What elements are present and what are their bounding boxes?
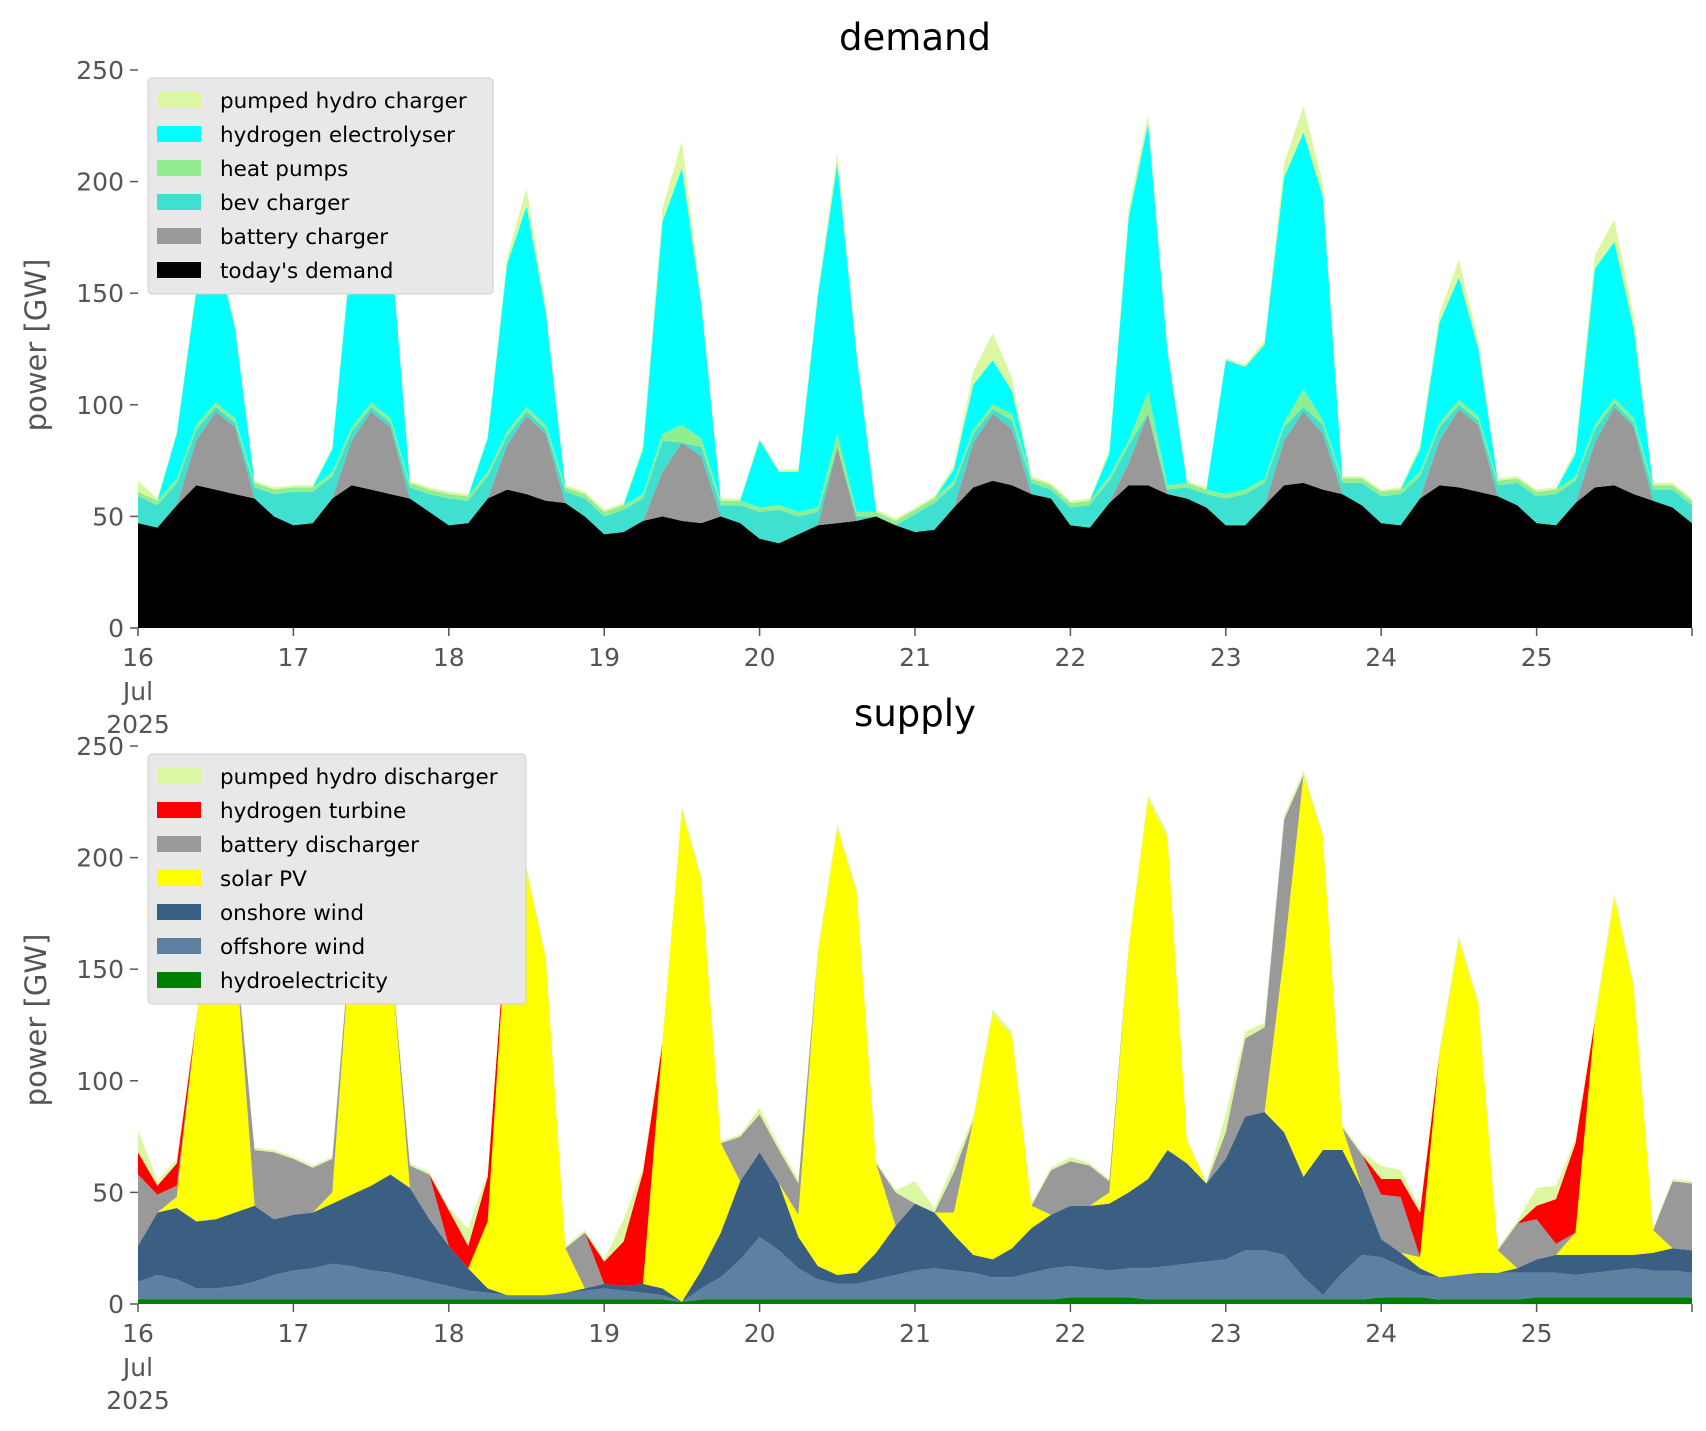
y-tick-label: 150 — [76, 279, 124, 308]
x-tick-sublabel: 2025 — [106, 1386, 170, 1415]
legend-entry: battery charger — [220, 225, 388, 250]
legend-entry: heat pumps — [220, 157, 348, 182]
demand-y-axis-label: power [GW] — [19, 259, 53, 432]
legend-swatch — [157, 194, 201, 210]
x-tick-label: 17 — [277, 1319, 309, 1348]
legend-entry: hydrogen electrolyser — [220, 123, 455, 148]
legend-entry: hydrogen turbine — [220, 799, 406, 824]
legend-swatch — [157, 870, 201, 886]
legend-entry: pumped hydro charger — [220, 89, 467, 114]
supply-legend: pumped hydro discharger hydrogen turbine b… — [147, 753, 527, 1005]
y-tick-label: 0 — [108, 614, 124, 643]
x-tick-label: 20 — [744, 643, 776, 672]
area-battery-discharger — [138, 775, 1692, 1289]
y-tick-label: 200 — [76, 168, 124, 197]
demand-legend: pumped hydro charger hydrogen electrolyse… — [147, 77, 494, 295]
area-hydroelectricity — [138, 1297, 1692, 1304]
x-tick-label: 23 — [1210, 1319, 1242, 1348]
area-battery-charger — [138, 407, 1692, 544]
y-tick-label: 150 — [76, 955, 124, 984]
area-hydrogen-electrolyser — [138, 123, 1692, 521]
y-tick-label: 100 — [76, 391, 124, 420]
x-tick-label: 21 — [899, 643, 931, 672]
legend-entry: today's demand — [220, 259, 393, 284]
legend-entry: offshore wind — [220, 935, 365, 960]
legend-swatch — [157, 972, 201, 988]
x-tick-label: 24 — [1365, 1319, 1397, 1348]
legend-swatch — [157, 228, 201, 244]
area-offshore-wind — [138, 1237, 1692, 1302]
x-tick-sublabel: 2025 — [106, 710, 170, 739]
x-tick-label: 24 — [1365, 643, 1397, 672]
legend-entry: hydroelectricity — [220, 969, 388, 994]
y-tick-label: 50 — [92, 502, 124, 531]
legend-box — [147, 753, 527, 1005]
x-tick-label: 23 — [1210, 643, 1242, 672]
area-today-s-demand — [138, 480, 1692, 628]
y-tick-label: 200 — [76, 844, 124, 873]
x-tick-label: 21 — [899, 1319, 931, 1348]
legend-swatch — [157, 904, 201, 920]
legend-swatch — [157, 802, 201, 818]
x-tick-label: 19 — [588, 643, 620, 672]
legend-entry: solar PV — [220, 867, 307, 892]
demand-panel: demand 0 50 100 150 200 250 16 17 18 19 20 21 22 23 24… — [19, 16, 1693, 739]
x-tick-label: 22 — [1054, 643, 1086, 672]
demand-stacked-areas — [138, 105, 1692, 628]
x-tick-label: 22 — [1054, 1319, 1086, 1348]
x-tick-label: 19 — [588, 1319, 620, 1348]
legend-swatch — [157, 938, 201, 954]
demand-title: demand — [839, 16, 991, 59]
x-tick-label: 20 — [744, 1319, 776, 1348]
legend-swatch — [157, 262, 201, 278]
legend-swatch — [157, 160, 201, 176]
x-tick-sublabel: Jul — [121, 677, 153, 706]
x-tick-sublabel: Jul — [121, 1353, 153, 1382]
x-tick-label: 16 — [122, 643, 154, 672]
y-tick-label: 50 — [92, 1178, 124, 1207]
legend-entry: pumped hydro discharger — [220, 765, 498, 790]
supply-panel: supply 0 50 100 150 200 250 16 17 18 19 20 21 22 23 24… — [19, 692, 1693, 1415]
legend-box — [147, 77, 494, 295]
x-tick-label: 25 — [1521, 643, 1553, 672]
legend-entry: battery discharger — [220, 833, 419, 858]
legend-swatch — [157, 126, 201, 142]
supply-y-axis-label: power [GW] — [19, 934, 53, 1107]
legend-swatch — [157, 768, 201, 784]
y-tick-label: 100 — [76, 1067, 124, 1096]
x-tick-label: 16 — [122, 1319, 154, 1348]
legend-entry: onshore wind — [220, 901, 364, 926]
demand-axes: 0 50 100 150 200 250 16 17 18 19 20 21 22 23 24 25 Jul 20… — [76, 56, 1693, 739]
x-tick-label: 17 — [277, 643, 309, 672]
supply-title: supply — [854, 692, 976, 735]
x-tick-label: 25 — [1521, 1319, 1553, 1348]
legend-swatch — [157, 92, 201, 108]
y-tick-label: 250 — [76, 732, 124, 761]
x-tick-label: 18 — [433, 643, 465, 672]
x-tick-label: 18 — [433, 1319, 465, 1348]
legend-swatch — [157, 836, 201, 852]
y-tick-label: 0 — [108, 1290, 124, 1319]
y-tick-label: 250 — [76, 56, 124, 85]
area-onshore-wind — [138, 1112, 1692, 1302]
supply-axes: 0 50 100 150 200 250 16 17 18 19 20 21 22 23 24 25 Jul 20… — [76, 732, 1693, 1415]
legend-entry: bev charger — [220, 191, 349, 216]
area-bev-charger — [138, 402, 1692, 544]
